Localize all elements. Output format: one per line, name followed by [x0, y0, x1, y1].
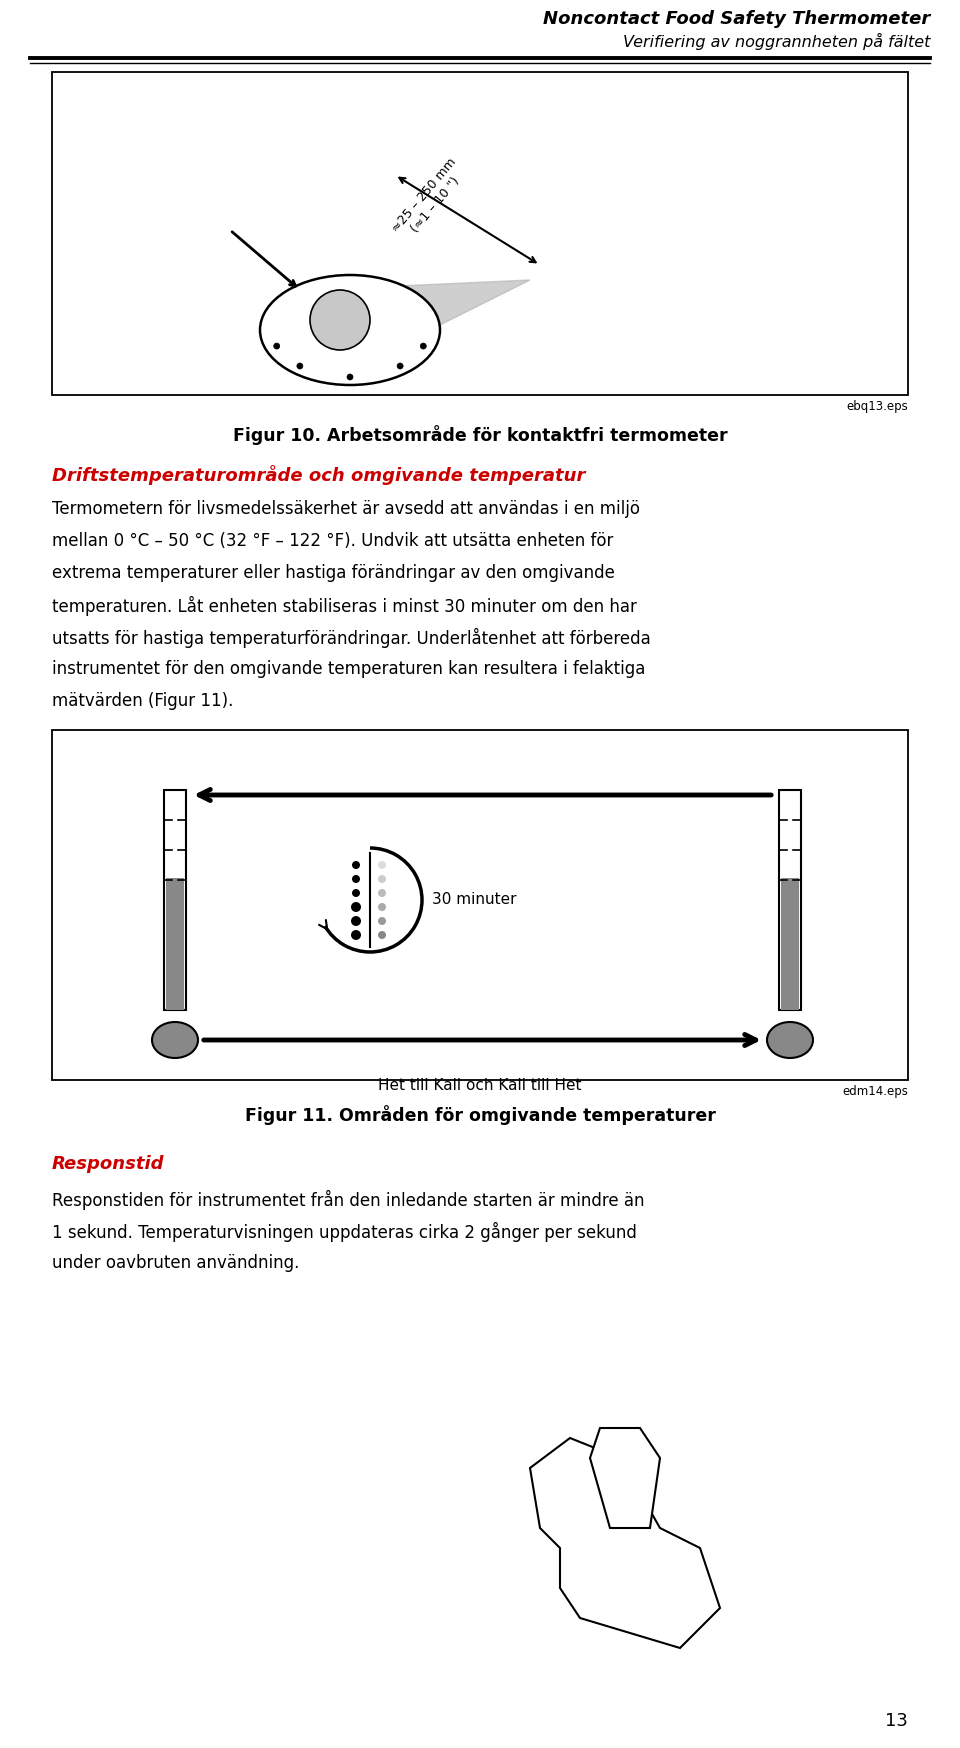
Circle shape [297, 364, 302, 369]
Text: Responstid: Responstid [52, 1155, 164, 1173]
Bar [52, 72, 908, 395]
Ellipse shape [260, 274, 440, 385]
Text: Het till Kall och Kall till Het: Het till Kall och Kall till Het [378, 1079, 582, 1092]
Polygon shape [530, 1439, 720, 1648]
Text: temperaturen. Låt enheten stabiliseras i minst 30 minuter om den har: temperaturen. Låt enheten stabiliseras i… [52, 596, 636, 615]
Circle shape [378, 918, 386, 925]
Polygon shape [310, 280, 530, 360]
Circle shape [420, 343, 426, 350]
Circle shape [274, 343, 279, 350]
Text: Noncontact Food Safety Thermometer: Noncontact Food Safety Thermometer [542, 10, 930, 28]
Bar [779, 790, 801, 1010]
Text: ebq13.eps: ebq13.eps [847, 400, 908, 413]
Circle shape [378, 876, 386, 883]
Text: Figur 11. Områden för omgivande temperaturer: Figur 11. Områden för omgivande temperat… [245, 1105, 715, 1126]
Circle shape [378, 932, 386, 939]
Bar [164, 790, 186, 1010]
Circle shape [351, 902, 361, 912]
Circle shape [352, 876, 360, 883]
Circle shape [351, 930, 361, 940]
Circle shape [378, 904, 386, 911]
Circle shape [378, 862, 386, 869]
Text: 30 minuter: 30 minuter [432, 893, 516, 907]
Circle shape [347, 374, 353, 379]
Text: 1 sekund. Temperaturvisningen uppdateras cirka 2 gånger per sekund: 1 sekund. Temperaturvisningen uppdateras… [52, 1222, 636, 1243]
Text: Figur 10. Arbetsområde för kontaktfri termometer: Figur 10. Arbetsområde för kontaktfri te… [232, 425, 728, 446]
Text: Driftstemperaturområde och omgivande temperatur: Driftstemperaturområde och omgivande tem… [52, 465, 586, 484]
Circle shape [351, 916, 361, 926]
Text: extrema temperaturer eller hastiga förändringar av den omgivande: extrema temperaturer eller hastiga förän… [52, 565, 614, 582]
Text: 13: 13 [885, 1711, 908, 1731]
Bar [166, 877, 184, 1010]
Bar [52, 731, 908, 1080]
Text: mellan 0 °C – 50 °C (32 °F – 122 °F). Undvik att utsätta enheten för: mellan 0 °C – 50 °C (32 °F – 122 °F). Un… [52, 531, 613, 551]
Text: utsatts för hastiga temperaturförändringar. Underlåtenhet att förbereda: utsatts för hastiga temperaturförändring… [52, 628, 651, 649]
Ellipse shape [152, 1023, 198, 1058]
Text: edm14.eps: edm14.eps [842, 1086, 908, 1098]
Circle shape [310, 290, 370, 350]
Polygon shape [590, 1428, 660, 1528]
Text: instrumentet för den omgivande temperaturen kan resultera i felaktiga: instrumentet för den omgivande temperatu… [52, 661, 645, 678]
Bar [781, 877, 799, 1010]
Circle shape [378, 890, 386, 897]
Text: Verifiering av noggrannheten på fältet: Verifiering av noggrannheten på fältet [623, 33, 930, 51]
Ellipse shape [767, 1023, 813, 1058]
Circle shape [352, 890, 360, 897]
Text: mätvärden (Figur 11).: mätvärden (Figur 11). [52, 692, 233, 710]
Text: under oavbruten användning.: under oavbruten användning. [52, 1253, 300, 1273]
Text: ≈25 – 250 mm
(≈1 – 10 "): ≈25 – 250 mm (≈1 – 10 ") [390, 156, 470, 245]
Text: Termometern för livsmedelssäkerhet är avsedd att användas i en miljö: Termometern för livsmedelssäkerhet är av… [52, 500, 640, 517]
Text: Responstiden för instrumentet från den inledande starten är mindre än: Responstiden för instrumentet från den i… [52, 1190, 644, 1210]
Circle shape [397, 364, 403, 369]
Circle shape [352, 862, 360, 869]
